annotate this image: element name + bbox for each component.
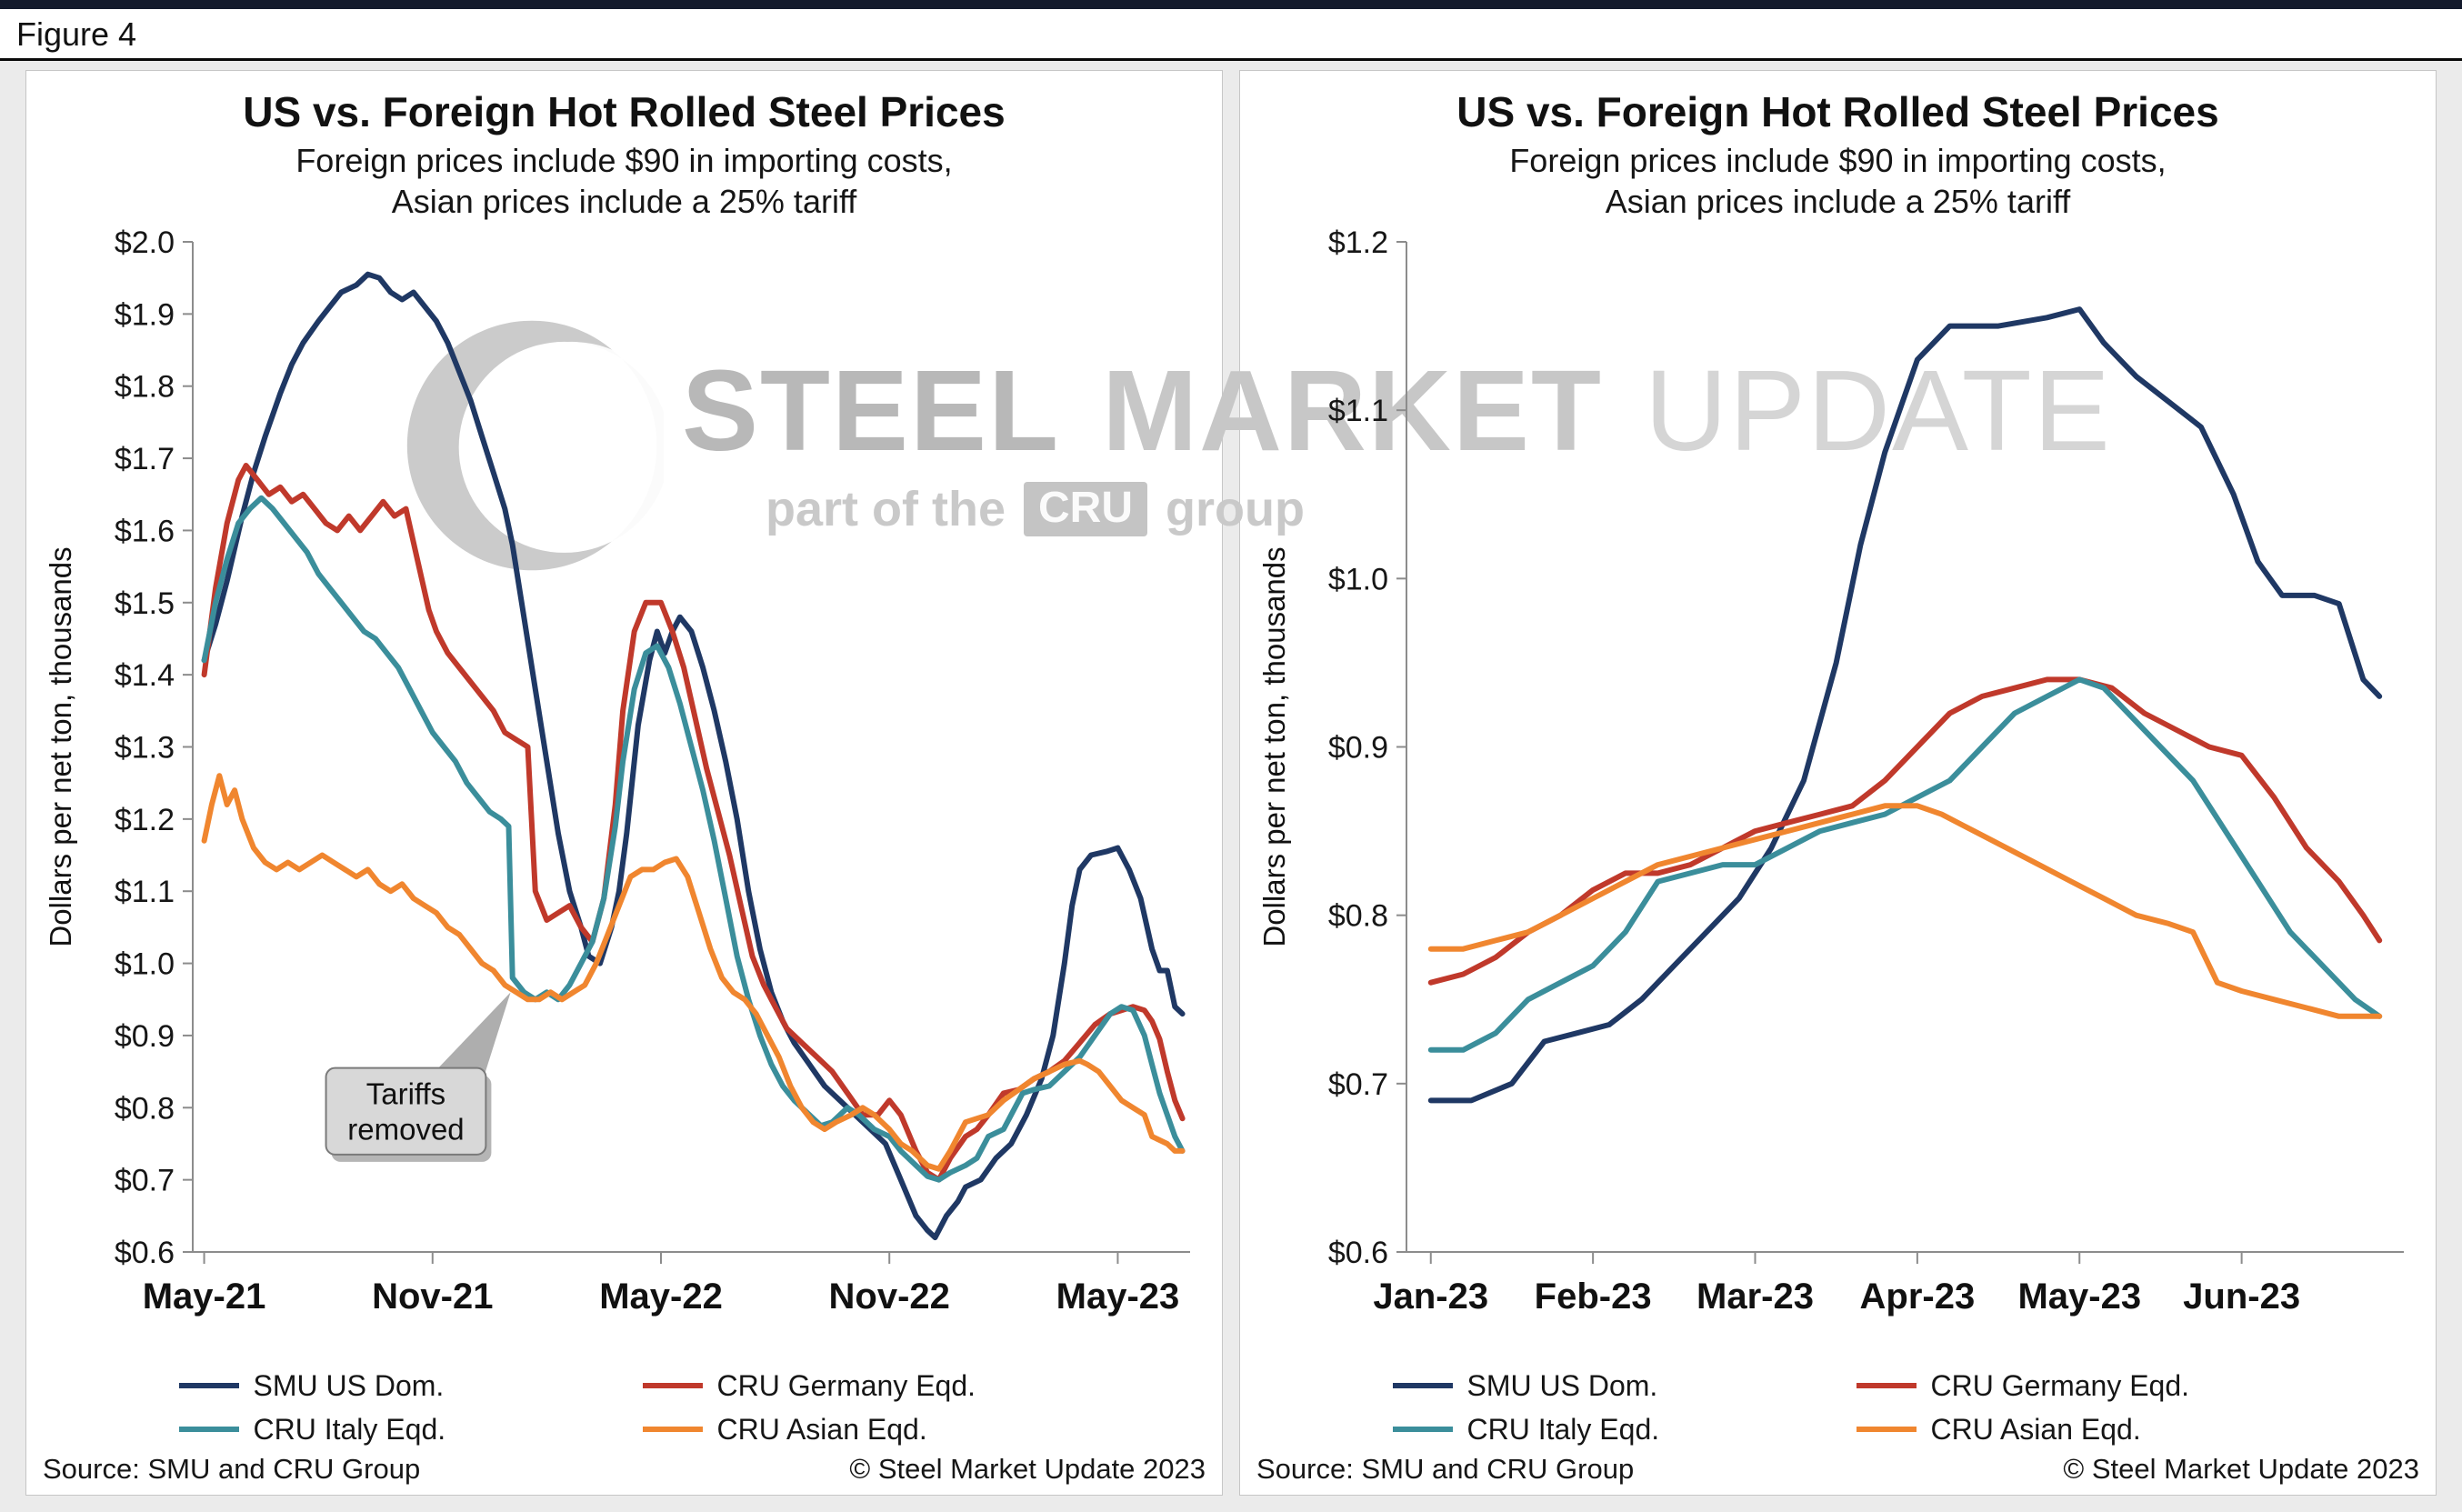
legend-swatch bbox=[178, 1427, 239, 1432]
y-tick-label: $1.2 bbox=[115, 803, 175, 837]
y-tick-label: $1.8 bbox=[115, 370, 175, 405]
legend-item-cru-germany-eqd: CRU Germany Eqd. bbox=[642, 1367, 1070, 1404]
x-tick-label: Jun-23 bbox=[2183, 1277, 2300, 1317]
legend-item-smu-us-dom: SMU US Dom. bbox=[1392, 1367, 1820, 1404]
y-tick-label: $1.2 bbox=[1328, 225, 1388, 260]
figure-label: Figure 4 bbox=[0, 9, 2462, 61]
x-tick-label: Nov-21 bbox=[372, 1277, 493, 1317]
y-tick-label: $1.9 bbox=[115, 297, 175, 332]
y-tick-label: $0.6 bbox=[1328, 1236, 1388, 1270]
legend-swatch bbox=[178, 1383, 239, 1388]
x-tick-label: Nov-22 bbox=[829, 1277, 950, 1317]
copyright-note: © Steel Market Update 2023 bbox=[2063, 1453, 2419, 1485]
series-line-smu-us-dom bbox=[1427, 306, 2383, 1104]
y-tick-label: $0.7 bbox=[1328, 1067, 1388, 1102]
legend-swatch bbox=[1392, 1383, 1453, 1388]
legend-item-cru-asian-eqd: CRU Asian Eqd. bbox=[642, 1411, 1070, 1447]
y-tick-label: $1.0 bbox=[115, 947, 175, 982]
legend-label: CRU Italy Eqd. bbox=[253, 1412, 446, 1446]
chart-subtitle-line2: Asian prices include a 25% tariff bbox=[1605, 183, 2071, 220]
chart-title: US vs. Foreign Hot Rolled Steel Prices bbox=[243, 88, 1006, 135]
right-chart-panel: US vs. Foreign Hot Rolled Steel Prices F… bbox=[1239, 70, 2437, 1496]
series-line-smu-us-dom bbox=[201, 271, 1186, 1241]
y-tick-label: $0.6 bbox=[115, 1236, 175, 1270]
x-tick-label: May-23 bbox=[2017, 1277, 2141, 1317]
legend-item-cru-italy-eqd: CRU Italy Eqd. bbox=[178, 1411, 606, 1447]
legend-label: CRU Italy Eqd. bbox=[1466, 1412, 1660, 1446]
y-tick-label: $1.1 bbox=[115, 875, 175, 909]
annotation-box bbox=[325, 1066, 487, 1156]
source-note: Source: SMU and CRU Group bbox=[43, 1453, 421, 1485]
chart-subtitle-line1: Foreign prices include $90 in importing … bbox=[295, 142, 953, 179]
chart-subtitle: Foreign prices include $90 in importing … bbox=[39, 140, 1209, 222]
y-tick-label: $0.9 bbox=[115, 1019, 175, 1054]
legend-label: SMU US Dom. bbox=[253, 1368, 445, 1402]
chart-legend: SMU US Dom. CRU Germany Eqd. CRU Italy Eqd… bbox=[39, 1367, 1209, 1447]
chart-subtitle-line1: Foreign prices include $90 in importing … bbox=[1509, 142, 2167, 179]
series-line-cru-italy-eqd bbox=[201, 495, 1186, 1183]
x-tick-label: Apr-23 bbox=[1860, 1277, 1976, 1317]
legend-label: CRU Asian Eqd. bbox=[716, 1412, 927, 1446]
legend-label: CRU Germany Eqd. bbox=[1930, 1368, 2190, 1402]
x-tick-label: Feb-23 bbox=[1535, 1277, 1652, 1317]
chart-subtitle-line2: Asian prices include a 25% tariff bbox=[391, 183, 857, 220]
chart-legend: SMU US Dom. CRU Germany Eqd. CRU Italy Eqd… bbox=[1253, 1367, 2423, 1447]
legend-item-cru-germany-eqd: CRU Germany Eqd. bbox=[1856, 1367, 2284, 1404]
annotation-text-line1: Tariffs bbox=[366, 1076, 445, 1110]
series-line-cru-asian-eqd bbox=[1427, 803, 2383, 1019]
chart-subtitle: Foreign prices include $90 in importing … bbox=[1253, 140, 2423, 222]
y-tick-label: $1.3 bbox=[115, 731, 175, 766]
series-line-cru-asian-eqd bbox=[201, 773, 1186, 1172]
legend-item-cru-italy-eqd: CRU Italy Eqd. bbox=[1392, 1411, 1820, 1447]
x-tick-label: May-22 bbox=[599, 1277, 723, 1317]
legend-label: SMU US Dom. bbox=[1466, 1368, 1658, 1402]
y-tick-label: $0.9 bbox=[1328, 731, 1388, 766]
y-tick-label: $1.0 bbox=[1328, 562, 1388, 596]
x-tick-label: Mar-23 bbox=[1696, 1277, 1814, 1317]
y-tick-label: $0.8 bbox=[115, 1091, 175, 1126]
y-tick-label: $1.6 bbox=[115, 514, 175, 548]
y-tick-label: $1.7 bbox=[115, 442, 175, 476]
panels-area: US vs. Foreign Hot Rolled Steel Prices F… bbox=[0, 61, 2462, 1512]
panel-footer: Source: SMU and CRU Group © Steel Market… bbox=[39, 1451, 1209, 1487]
left-chart-panel: US vs. Foreign Hot Rolled Steel Prices F… bbox=[25, 70, 1223, 1496]
y-tick-label: $2.0 bbox=[115, 225, 175, 260]
left-price-chart: $0.6 $0.7 $0.8 $0.9 $1.0 $1.1 $1.2 $1.3 $1.4 $1.5… bbox=[44, 225, 1190, 1317]
chart-title: US vs. Foreign Hot Rolled Steel Prices bbox=[1456, 88, 2219, 135]
y-tick-label: $0.8 bbox=[1328, 899, 1388, 934]
y-tick-label: $1.4 bbox=[115, 658, 175, 693]
legend-swatch bbox=[1392, 1427, 1453, 1432]
legend-swatch bbox=[642, 1427, 703, 1432]
top-accent-strip bbox=[0, 0, 2462, 9]
y-axis-title: Dollars per net ton, thousands bbox=[44, 546, 77, 946]
annotation-text-line2: removed bbox=[347, 1112, 464, 1146]
y-tick-label: $1.1 bbox=[1328, 394, 1388, 428]
source-note: Source: SMU and CRU Group bbox=[1256, 1453, 1635, 1485]
series-line-cru-germany-eqd bbox=[1427, 676, 2383, 986]
legend-swatch bbox=[1856, 1383, 1917, 1388]
right-price-chart: $0.6 $0.7 $0.8 $0.9 $1.0 $1.1 $1.2 Jan-23 Feb-23… bbox=[1257, 225, 2404, 1317]
legend-item-smu-us-dom: SMU US Dom. bbox=[178, 1367, 606, 1404]
right-chart-area: $0.6 $0.7 $0.8 $0.9 $1.0 $1.1 $1.2 Jan-23 Feb-23… bbox=[1253, 225, 2423, 1364]
series-line-cru-italy-eqd bbox=[1427, 676, 2383, 1053]
copyright-note: © Steel Market Update 2023 bbox=[849, 1453, 1206, 1485]
x-tick-label: May-21 bbox=[143, 1277, 266, 1317]
x-tick-label: May-23 bbox=[1056, 1277, 1180, 1317]
x-tick-label: Jan-23 bbox=[1373, 1277, 1488, 1317]
legend-swatch bbox=[642, 1383, 703, 1388]
legend-label: CRU Asian Eqd. bbox=[1930, 1412, 2141, 1446]
left-chart-area: $0.6 $0.7 $0.8 $0.9 $1.0 $1.1 $1.2 $1.3 $1.4 $1.5… bbox=[39, 225, 1209, 1364]
y-tick-label: $1.5 bbox=[115, 586, 175, 621]
legend-label: CRU Germany Eqd. bbox=[716, 1368, 976, 1402]
panel-footer: Source: SMU and CRU Group © Steel Market… bbox=[1253, 1451, 2423, 1487]
y-axis-title: Dollars per net ton, thousands bbox=[1257, 546, 1291, 946]
legend-swatch bbox=[1856, 1427, 1917, 1432]
y-tick-label: $0.7 bbox=[115, 1164, 175, 1198]
legend-item-cru-asian-eqd: CRU Asian Eqd. bbox=[1856, 1411, 2284, 1447]
